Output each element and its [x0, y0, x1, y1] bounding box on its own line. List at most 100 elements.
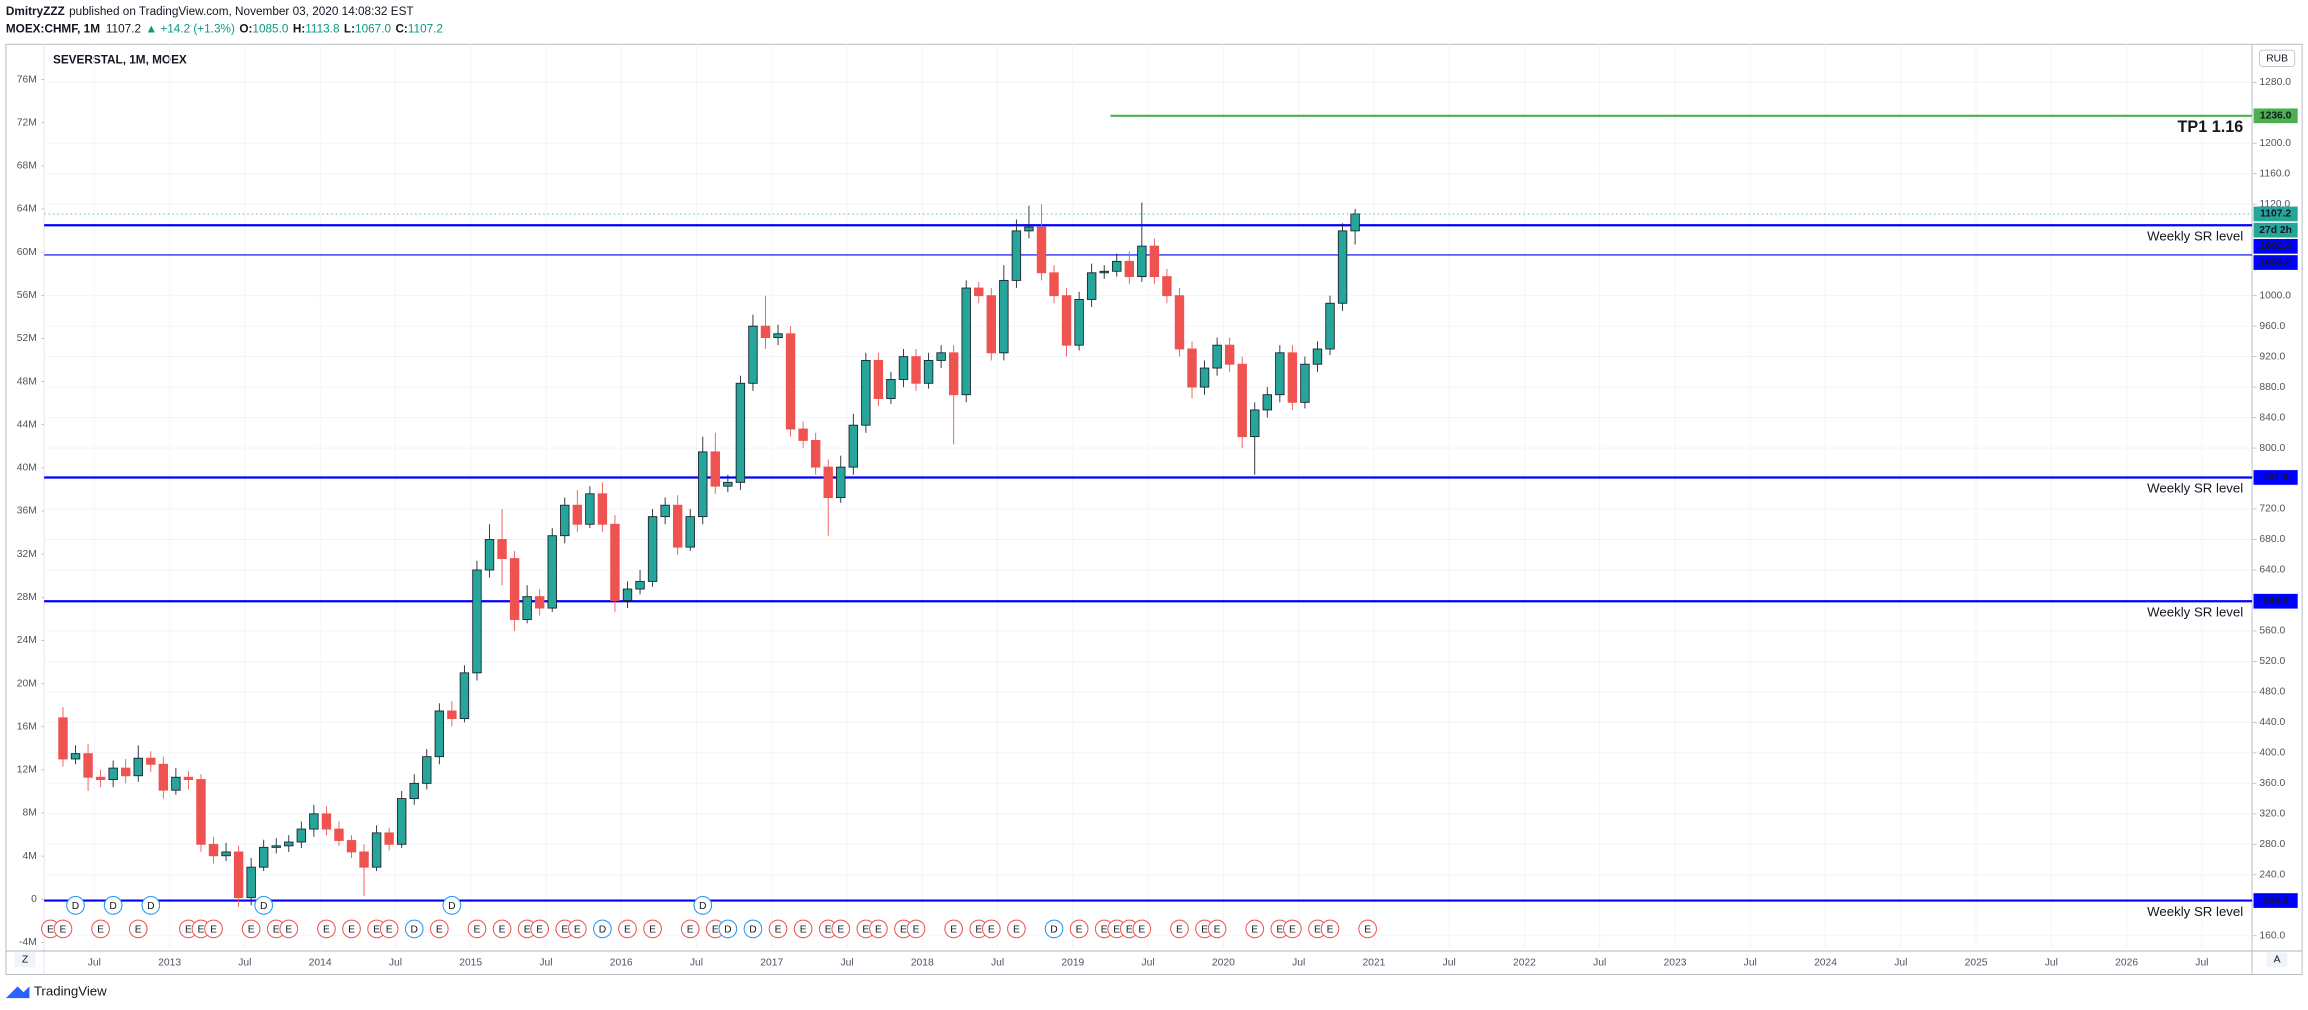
- candle-body: [610, 523, 620, 601]
- candle-body: [95, 776, 106, 780]
- ohlc-key: L:: [344, 23, 355, 36]
- event-letter: E: [273, 924, 280, 935]
- ohlc-value: 1085.0: [252, 23, 288, 36]
- event-marker: [492, 919, 512, 939]
- candle-body: [798, 428, 808, 441]
- axis-label: 1107.2: [2260, 209, 2291, 220]
- event-marker: [530, 919, 550, 939]
- event-letter: E: [1214, 924, 1221, 935]
- event-letter: E: [436, 924, 443, 935]
- event-marker: [618, 919, 637, 939]
- y-tick-label: 520.0: [2259, 656, 2285, 667]
- last-price: 1107.2: [106, 23, 141, 36]
- y-tick-label: 1200.0: [2259, 138, 2291, 149]
- candle-body: [1250, 409, 1260, 438]
- event-letter: E: [1201, 924, 1208, 935]
- candle-body: [258, 846, 269, 868]
- y-tick-label: 1000.0: [2259, 290, 2291, 301]
- candle-body: [572, 504, 583, 525]
- chart-title: SEVERSTAL, 1M, MOEX: [53, 54, 187, 67]
- y2-tick-label: 68M: [17, 161, 37, 172]
- candle-body: [647, 516, 658, 582]
- x-tick-label: Jul: [1593, 957, 1606, 968]
- auto-button[interactable]: [2266, 952, 2288, 968]
- x-tick-label: 2016: [610, 957, 633, 968]
- candle-body: [1312, 348, 1323, 365]
- event-letter: E: [825, 924, 832, 935]
- candle-body: [459, 672, 470, 720]
- x-tick-label: 2015: [459, 957, 482, 968]
- candle-body: [1237, 363, 1247, 438]
- ohlc-key: C:: [395, 23, 407, 36]
- x-tick-label: Jul: [539, 957, 552, 968]
- auto-label[interactable]: A: [2274, 955, 2281, 966]
- event-letter: E: [135, 924, 142, 935]
- zoom-label[interactable]: Z: [22, 955, 28, 966]
- y-tick-label: 440.0: [2259, 717, 2285, 728]
- candle-body: [1300, 363, 1310, 403]
- event-marker: [1283, 919, 1302, 939]
- event-marker: [743, 919, 763, 939]
- y-tick-label: 880.0: [2259, 382, 2285, 393]
- candle-body: [936, 352, 946, 361]
- brand: TradingView: [34, 984, 107, 999]
- y-tick-label: 800.0: [2259, 443, 2285, 454]
- event-letter: E: [837, 924, 844, 935]
- event-letter: E: [624, 924, 631, 935]
- axis-label: 1236.0: [2260, 111, 2292, 122]
- candle-body: [509, 558, 520, 620]
- event-letter: E: [536, 924, 543, 935]
- candle-body: [886, 379, 896, 399]
- event-letter: E: [574, 924, 581, 935]
- event-letter: E: [649, 924, 656, 935]
- candle-body: [1325, 302, 1335, 350]
- event-letter: E: [975, 924, 982, 935]
- candle-body: [1086, 272, 1097, 300]
- x-tick-label: 2019: [1061, 957, 1084, 968]
- event-marker: [693, 896, 713, 915]
- level-text: Weekly SR level: [2147, 605, 2243, 620]
- grid: [44, 44, 2253, 951]
- header-line-1: DmitryZZZ published on TradingView.com, N…: [6, 5, 414, 18]
- candle-body: [1162, 276, 1172, 297]
- event-marker: [103, 896, 123, 915]
- event-letter: E: [900, 924, 907, 935]
- candle-body: [133, 757, 143, 777]
- event-marker: [141, 896, 161, 915]
- candle-body: [284, 841, 294, 847]
- y2-tick-label: 40M: [17, 463, 37, 474]
- event-marker: [279, 919, 299, 939]
- event-letter: E: [1126, 924, 1133, 935]
- event-marker: [128, 919, 148, 939]
- candle-body: [974, 287, 984, 297]
- event-marker: [91, 919, 110, 939]
- x-tick-label: Jul: [2045, 957, 2058, 968]
- candle-body: [723, 481, 733, 487]
- candle-body: [760, 325, 771, 339]
- candle-body: [183, 776, 194, 780]
- axis-label-bg: [2253, 470, 2298, 485]
- y2-tick-label: 44M: [17, 419, 37, 430]
- candle-body: [534, 596, 545, 609]
- candle-body: [70, 753, 81, 760]
- event-letter: E: [1364, 924, 1371, 935]
- candle-body: [58, 717, 68, 760]
- y2-tick-label: 36M: [17, 506, 37, 517]
- axis-label-bg: [2253, 108, 2298, 124]
- y-tick-label: 720.0: [2259, 504, 2285, 515]
- event-letter: E: [1327, 924, 1334, 935]
- candle-body: [948, 352, 959, 396]
- candle-body: [1137, 245, 1147, 278]
- event-marker: [1044, 919, 1064, 939]
- y-tick-label: 960.0: [2259, 321, 2285, 332]
- x-tick-label: 2020: [1212, 957, 1235, 968]
- candle-body: [371, 832, 382, 868]
- event-marker: [204, 919, 223, 939]
- x-tick-label: Jul: [991, 957, 1004, 968]
- candle-body: [171, 776, 181, 791]
- event-letter: E: [323, 924, 330, 935]
- event-letter: E: [862, 924, 869, 935]
- zoom-button[interactable]: [14, 952, 36, 968]
- event-letter: E: [1176, 924, 1183, 935]
